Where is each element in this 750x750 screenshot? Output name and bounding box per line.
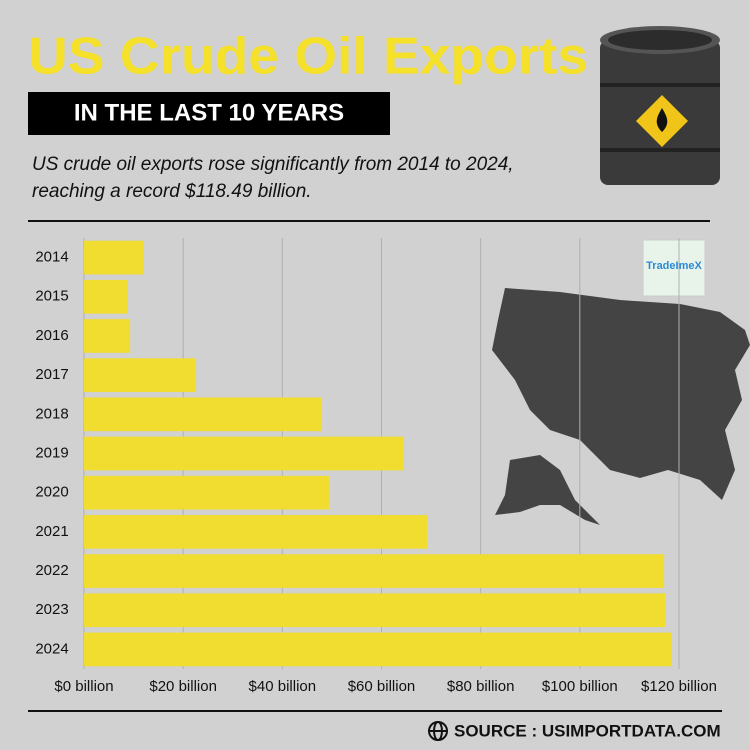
title: US Crude Oil Exports: [28, 28, 588, 86]
description: US crude oil exports rose significantly …: [32, 154, 514, 175]
source: SOURCE : USIMPORTDATA.COM: [454, 721, 721, 740]
globe-icon: [428, 721, 448, 741]
bar: [84, 554, 665, 588]
y-tick-label: 2020: [35, 484, 68, 501]
x-tick-label: $60 billion: [348, 678, 416, 695]
y-tick-label: 2015: [35, 288, 68, 305]
y-tick-label: 2018: [35, 405, 68, 422]
logo: TradeImeX: [642, 239, 706, 297]
bar: [84, 475, 329, 510]
usa-map: [492, 288, 750, 525]
y-tick-label: 2021: [35, 523, 68, 540]
x-tick-label: $80 billion: [447, 678, 515, 695]
bar: [84, 515, 428, 549]
bar-chart: $0 billion $20 billion $40 billion $60 bill…: [35, 238, 717, 695]
y-tick-label: 2014: [35, 249, 68, 266]
x-tick-label: $120 billion: [641, 678, 717, 695]
badge-box: [28, 92, 390, 135]
x-tick-label: $0 billion: [54, 678, 113, 695]
bar: [84, 279, 128, 314]
y-tick-label: 2017: [35, 366, 68, 383]
y-tick-label: 2019: [35, 444, 68, 461]
bar: [84, 632, 672, 667]
bar: [84, 240, 144, 275]
bar: [84, 397, 322, 432]
x-tick-label: $40 billion: [249, 678, 317, 695]
bar: [84, 593, 666, 628]
logo-text: TradeImeX: [646, 260, 702, 272]
description: reaching a record $118.49 billion.: [32, 181, 312, 202]
x-tick-label: $20 billion: [149, 678, 217, 695]
y-tick-label: 2023: [35, 601, 68, 618]
x-tick-label: $100 billion: [542, 678, 618, 695]
y-tick-label: 2016: [35, 327, 68, 344]
bar: [84, 436, 404, 471]
y-tick-label: 2022: [35, 562, 68, 579]
barrel-icon: [600, 26, 720, 185]
bar: [84, 358, 197, 392]
bar: [84, 319, 131, 353]
badge: IN THE LAST 10 YEARS: [74, 99, 344, 126]
y-tick-label: 2024: [35, 640, 68, 657]
